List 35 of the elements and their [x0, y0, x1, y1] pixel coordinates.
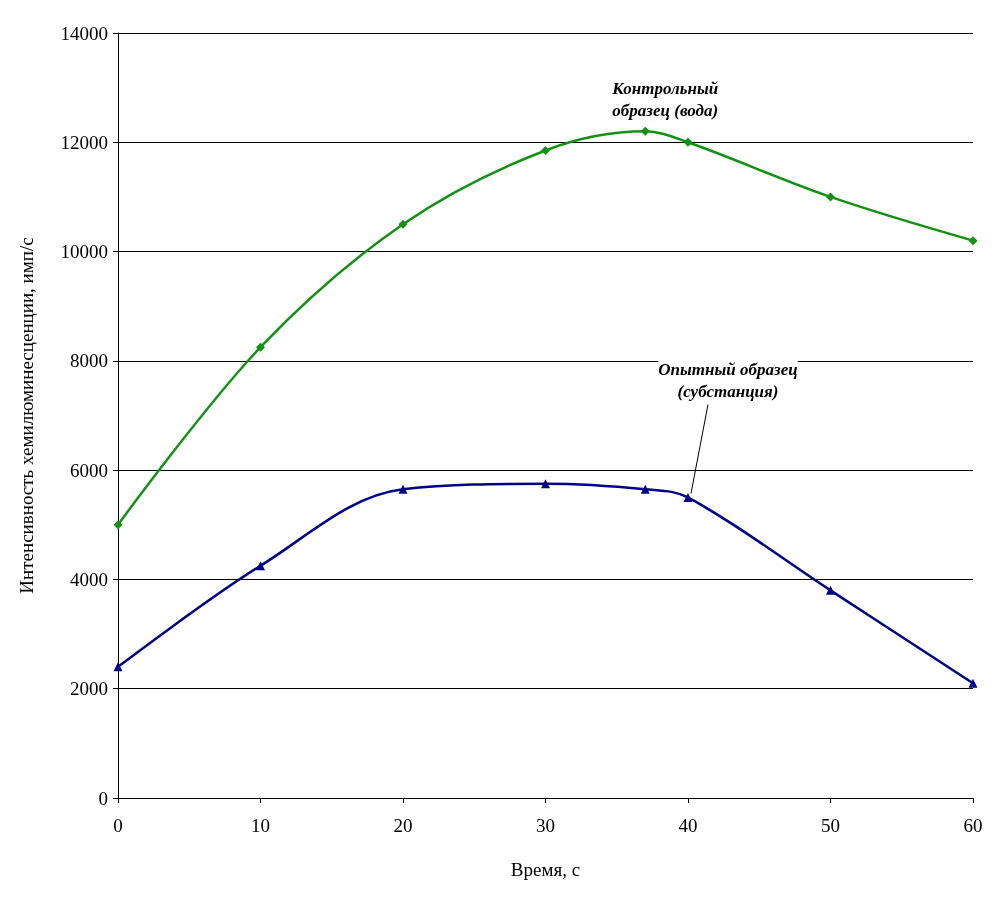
y-tick-label: 6000 [70, 459, 108, 481]
point [398, 484, 408, 494]
annotation: Контрольный образец (вода) [611, 78, 719, 120]
y-tick-label: 4000 [70, 568, 108, 590]
x-tick-label: 30 [536, 815, 555, 836]
x-tick-label: 10 [251, 815, 270, 836]
y-tick-label: 0 [98, 787, 108, 809]
y-axis-title: Интенсивность хемилюминесценции, имп/с [16, 237, 37, 594]
point [826, 585, 835, 595]
y-tick-label: 2000 [70, 678, 108, 700]
point [683, 137, 693, 147]
point [256, 561, 265, 571]
point [113, 662, 123, 672]
x-tick-label: 40 [678, 815, 698, 836]
y-tick-label: 14000 [60, 22, 108, 44]
y-tick-label: 10000 [60, 241, 108, 263]
point [683, 492, 693, 502]
point [398, 219, 408, 229]
x-tick-label: 50 [821, 815, 840, 836]
point [640, 484, 650, 494]
point [256, 342, 265, 352]
x-tick-label: 20 [393, 815, 413, 836]
point [113, 520, 123, 530]
annotation: Опытный образец (субстанция) [658, 359, 798, 401]
point [826, 192, 835, 202]
x-tick-label: 0 [113, 815, 123, 836]
x-axis-title: Время, с [510, 859, 581, 880]
y-tick-label: 8000 [70, 350, 108, 372]
point [968, 236, 978, 246]
point [968, 678, 978, 688]
y-tick-label: 12000 [60, 131, 108, 153]
x-tick-label: 60 [963, 815, 983, 836]
point [541, 145, 550, 155]
point [640, 126, 650, 136]
point [541, 479, 550, 489]
